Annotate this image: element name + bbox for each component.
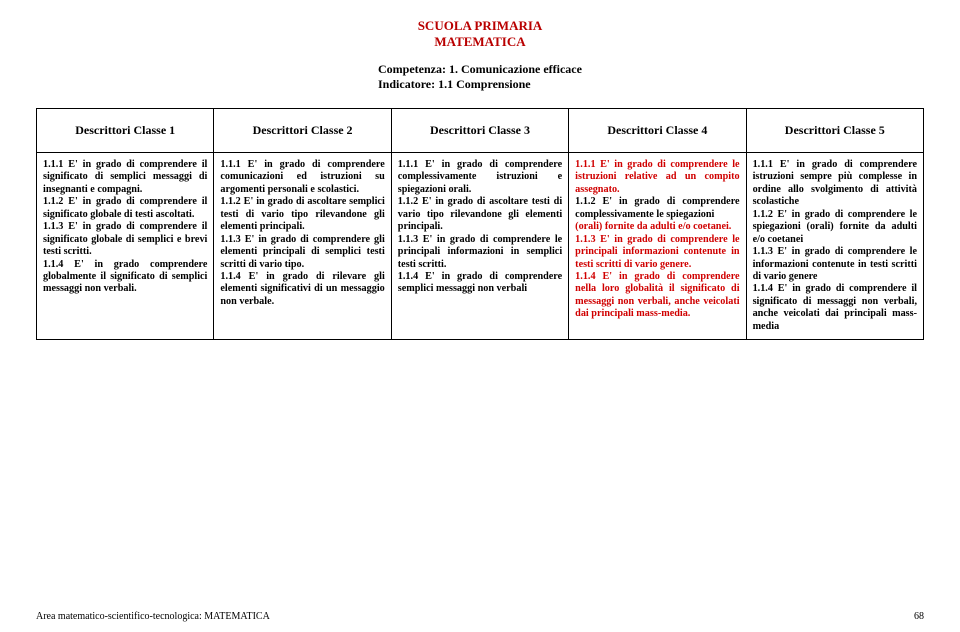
col-header-4: Descrittori Classe 4 [569, 109, 746, 153]
d-4-1-2a: 1.1.2 E' in grado di comprendere comples… [575, 196, 739, 219]
d-1-1-1: 1.1.1 E' in grado di comprendere il sign… [43, 159, 207, 195]
d-1-1-3: 1.1.3 E' in grado di comprendere il sign… [43, 221, 207, 257]
subject-title: MATEMATICA [36, 34, 924, 50]
d-4-1-3: 1.1.3 E' in grado di comprendere le prin… [575, 234, 739, 270]
col-header-5: Descrittori Classe 5 [746, 109, 923, 153]
cell-classe-1: 1.1.1 E' in grado di comprendere il sign… [37, 153, 214, 340]
d-2-1-4: 1.1.4 E' in grado di rilevare gli elemen… [220, 271, 384, 307]
d-3-1-4: 1.1.4 E' in grado di comprendere semplic… [398, 271, 562, 294]
d-4-1-2b: (orali) fornite da adulti e/o coetanei. [575, 221, 731, 232]
document-header: SCUOLA PRIMARIA MATEMATICA Competenza: 1… [36, 18, 924, 98]
d-1-1-4: 1.1.4 E' in grado comprendere globalment… [43, 259, 207, 295]
cell-classe-3: 1.1.1 E' in grado di comprendere comples… [391, 153, 568, 340]
col-header-1: Descrittori Classe 1 [37, 109, 214, 153]
page-number: 68 [914, 611, 924, 622]
d-2-1-2: 1.1.2 E' in grado di ascoltare semplici … [220, 196, 384, 232]
descriptors-table: Descrittori Classe 1 Descrittori Classe … [36, 108, 924, 340]
competenza-line: Competenza: 1. Comunicazione efficace [378, 62, 582, 77]
col-header-3: Descrittori Classe 3 [391, 109, 568, 153]
d-4-1-4: 1.1.4 E' in grado di comprendere nella l… [575, 271, 739, 319]
cell-classe-2: 1.1.1 E' in grado di comprendere comunic… [214, 153, 391, 340]
cell-classe-5: 1.1.1 E' in grado di comprendere istruzi… [746, 153, 923, 340]
cell-classe-4: 1.1.1 E' in grado di comprendere le istr… [569, 153, 746, 340]
school-title: SCUOLA PRIMARIA [36, 18, 924, 34]
d-3-1-1: 1.1.1 E' in grado di comprendere comples… [398, 159, 562, 195]
d-2-1-1: 1.1.1 E' in grado di comprendere comunic… [220, 159, 384, 195]
d-5-1-3: 1.1.3 E' in grado di comprendere le info… [753, 246, 917, 282]
col-header-2: Descrittori Classe 2 [214, 109, 391, 153]
d-5-1-4: 1.1.4 E' in grado di comprendere il sign… [753, 283, 917, 331]
d-1-1-2: 1.1.2 E' in grado di comprendere il sign… [43, 196, 207, 219]
page-footer: Area matematico-scientifico-tecnologica:… [36, 611, 924, 622]
indicatore-line: Indicatore: 1.1 Comprensione [378, 77, 531, 92]
table-header-row: Descrittori Classe 1 Descrittori Classe … [37, 109, 924, 153]
d-5-1-1: 1.1.1 E' in grado di comprendere istruzi… [753, 159, 917, 207]
d-3-1-3: 1.1.3 E' in grado di comprendere le prin… [398, 234, 562, 270]
table-row: 1.1.1 E' in grado di comprendere il sign… [37, 153, 924, 340]
d-4-1-1: 1.1.1 E' in grado di comprendere le istr… [575, 159, 739, 195]
d-2-1-3: 1.1.3 E' in grado di comprendere gli ele… [220, 234, 384, 270]
d-5-1-2: 1.1.2 E' in grado di comprendere le spie… [753, 209, 917, 245]
footer-left: Area matematico-scientifico-tecnologica:… [36, 611, 270, 622]
d-3-1-2: 1.1.2 E' in grado di ascoltare testi di … [398, 196, 562, 232]
